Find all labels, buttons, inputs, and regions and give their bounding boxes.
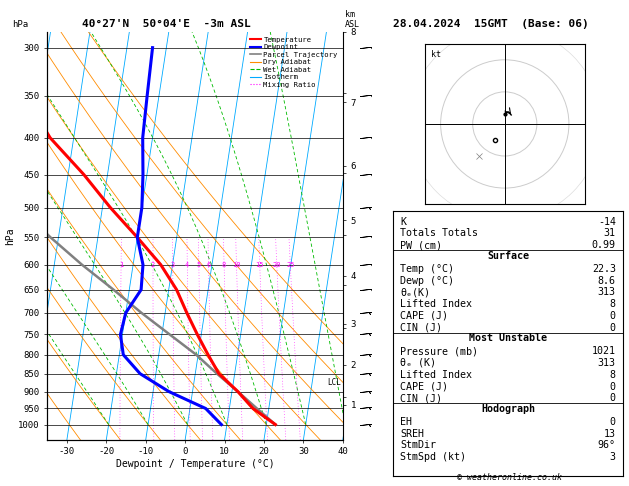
- Text: 8: 8: [610, 299, 616, 309]
- Text: km
ASL: km ASL: [345, 10, 360, 29]
- Text: 5: 5: [197, 261, 201, 268]
- Text: -14: -14: [598, 217, 616, 226]
- Text: 96°: 96°: [598, 440, 616, 451]
- Text: Hodograph: Hodograph: [481, 404, 535, 414]
- Text: CAPE (J): CAPE (J): [400, 311, 448, 321]
- Text: 20: 20: [272, 261, 281, 268]
- Text: Totals Totals: Totals Totals: [400, 228, 478, 239]
- Text: 15: 15: [255, 261, 264, 268]
- Text: 28.04.2024  15GMT  (Base: 06): 28.04.2024 15GMT (Base: 06): [393, 19, 589, 29]
- Text: 10: 10: [232, 261, 241, 268]
- Text: 0: 0: [610, 311, 616, 321]
- Text: SREH: SREH: [400, 429, 424, 438]
- Text: 2: 2: [151, 261, 155, 268]
- Text: kt: kt: [431, 50, 441, 59]
- Text: 31: 31: [604, 228, 616, 239]
- Text: 25: 25: [286, 261, 294, 268]
- Text: θₑ (K): θₑ (K): [400, 358, 436, 368]
- Text: 0: 0: [610, 417, 616, 427]
- Text: 0: 0: [610, 323, 616, 332]
- Text: 6: 6: [206, 261, 211, 268]
- Text: 4: 4: [185, 261, 189, 268]
- Y-axis label: hPa: hPa: [5, 227, 15, 244]
- Text: 3: 3: [170, 261, 175, 268]
- Text: 1021: 1021: [592, 346, 616, 356]
- Text: 40°27'N  50°04'E  -3m ASL: 40°27'N 50°04'E -3m ASL: [82, 19, 250, 29]
- Text: 3: 3: [610, 452, 616, 462]
- Text: LCL: LCL: [328, 378, 342, 387]
- Text: 0.99: 0.99: [592, 240, 616, 250]
- Text: Dewp (°C): Dewp (°C): [400, 276, 454, 286]
- Text: 1: 1: [119, 261, 123, 268]
- Text: 0: 0: [610, 393, 616, 403]
- Text: 8: 8: [222, 261, 226, 268]
- Text: StmSpd (kt): StmSpd (kt): [400, 452, 466, 462]
- Text: CIN (J): CIN (J): [400, 323, 442, 332]
- Text: © weatheronline.co.uk: © weatheronline.co.uk: [457, 473, 562, 482]
- Text: Temp (°C): Temp (°C): [400, 264, 454, 274]
- Text: CIN (J): CIN (J): [400, 393, 442, 403]
- Text: 8.6: 8.6: [598, 276, 616, 286]
- Text: StmDir: StmDir: [400, 440, 436, 451]
- Text: Most Unstable: Most Unstable: [469, 333, 547, 343]
- Text: Surface: Surface: [487, 251, 529, 261]
- Legend: Temperature, Dewpoint, Parcel Trajectory, Dry Adiabat, Wet Adiabat, Isotherm, Mi: Temperature, Dewpoint, Parcel Trajectory…: [249, 35, 339, 89]
- Text: 0: 0: [610, 382, 616, 392]
- Text: Lifted Index: Lifted Index: [400, 370, 472, 380]
- Text: 313: 313: [598, 287, 616, 297]
- Text: 22.3: 22.3: [592, 264, 616, 274]
- Text: 13: 13: [604, 429, 616, 438]
- Text: PW (cm): PW (cm): [400, 240, 442, 250]
- X-axis label: Dewpoint / Temperature (°C): Dewpoint / Temperature (°C): [116, 459, 274, 469]
- Text: hPa: hPa: [13, 20, 29, 29]
- Text: θₑ(K): θₑ(K): [400, 287, 430, 297]
- Text: Lifted Index: Lifted Index: [400, 299, 472, 309]
- Text: EH: EH: [400, 417, 412, 427]
- Text: 8: 8: [610, 370, 616, 380]
- Text: 313: 313: [598, 358, 616, 368]
- Text: CAPE (J): CAPE (J): [400, 382, 448, 392]
- Text: K: K: [400, 217, 406, 226]
- Text: Pressure (mb): Pressure (mb): [400, 346, 478, 356]
